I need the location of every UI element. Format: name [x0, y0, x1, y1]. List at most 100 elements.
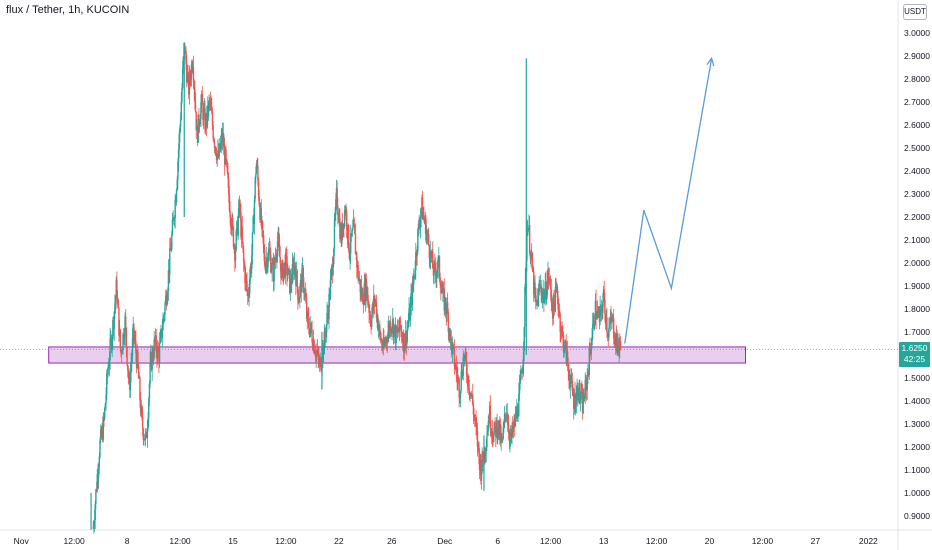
candle-body: [208, 100, 210, 103]
candle-body: [332, 264, 334, 276]
candle-body: [381, 340, 383, 347]
candle-body: [356, 253, 358, 268]
candle-body: [181, 68, 184, 89]
candle-body: [401, 337, 403, 340]
candle-body: [583, 398, 586, 401]
candle-body: [436, 268, 439, 273]
currency-selector[interactable]: USDT: [903, 4, 927, 20]
y-tick-label: 2.5000: [904, 143, 930, 153]
x-tick-label: 20: [705, 536, 715, 546]
y-tick-label: 2.0000: [904, 258, 930, 268]
candle-body: [447, 312, 450, 333]
y-tick-label: 1.5000: [904, 373, 930, 383]
candle-body: [222, 132, 225, 147]
candle-body: [413, 277, 415, 285]
candle-body: [497, 431, 499, 437]
candle-body: [403, 333, 405, 353]
candle-body: [120, 348, 122, 354]
candle-body: [139, 377, 141, 401]
candle-body: [611, 316, 614, 322]
candle-body: [619, 340, 622, 349]
candle-body: [603, 289, 605, 300]
candle-body: [242, 249, 245, 262]
candle-body: [134, 339, 136, 341]
candle-body: [468, 389, 471, 393]
candle-body: [260, 207, 262, 226]
candle-body: [137, 365, 140, 379]
candle-body: [114, 296, 117, 305]
candle-body: [427, 234, 430, 245]
candle-body: [596, 311, 599, 318]
candle-body: [400, 326, 402, 330]
candle-body: [173, 217, 176, 222]
candle-body: [417, 228, 419, 252]
candle-body: [351, 229, 353, 237]
candle-body: [273, 259, 275, 282]
candle-body: [144, 433, 147, 441]
candle-body: [591, 324, 594, 339]
candle-body: [142, 429, 145, 440]
candle-body: [486, 430, 489, 437]
candle-body: [618, 346, 620, 353]
x-tick-label: 22: [334, 536, 344, 546]
candle-body: [201, 93, 204, 105]
candle-body: [433, 263, 435, 276]
candle-body: [526, 230, 529, 233]
candle-body: [584, 379, 586, 399]
candle-body: [164, 303, 166, 315]
candle-body: [413, 275, 416, 278]
bar-countdown: 42:25: [903, 354, 926, 364]
candle-body: [556, 286, 559, 298]
candle-body: [588, 348, 590, 375]
candle-body: [163, 314, 166, 317]
candle-body: [524, 286, 526, 327]
candle-body: [175, 189, 178, 203]
candle-body: [453, 347, 456, 367]
candle-body: [467, 375, 470, 390]
candle-body: [122, 333, 124, 351]
candle-body: [423, 214, 425, 219]
candle-body: [149, 362, 151, 384]
y-tick-label: 2.1000: [904, 235, 930, 245]
y-tick-label: 3.0000: [904, 28, 930, 38]
y-tick-label: 1.0000: [904, 488, 930, 498]
candle-body: [484, 450, 487, 456]
candle-body: [339, 218, 341, 240]
candle-body: [460, 371, 462, 391]
candle-body: [170, 248, 172, 251]
candle-body: [256, 163, 258, 167]
candle-body: [180, 101, 182, 120]
candle-body: [235, 230, 237, 251]
candle-body: [526, 232, 528, 261]
candle-body: [137, 351, 139, 366]
candle-body: [286, 255, 288, 275]
candle-body: [247, 291, 249, 296]
candle-body: [212, 125, 214, 139]
x-tick-label: 12:00: [646, 536, 668, 546]
candle-body: [317, 350, 319, 357]
candle-body: [289, 278, 292, 293]
candle-body: [131, 355, 133, 365]
candle-body: [501, 438, 504, 441]
candle-body: [575, 405, 577, 410]
candle-body: [102, 417, 105, 440]
candle-body: [253, 198, 256, 225]
candle-body: [608, 324, 611, 328]
candle-body: [258, 196, 260, 206]
candle-body: [141, 416, 144, 430]
candle-body: [219, 143, 222, 151]
candle-body: [518, 393, 520, 417]
candle-body: [303, 287, 305, 292]
candle-body: [146, 428, 149, 439]
candle-body: [562, 331, 564, 336]
candle-body: [334, 214, 336, 221]
candle-body: [373, 296, 376, 303]
candle-body: [571, 380, 574, 392]
candle-body: [354, 234, 357, 255]
candle-body: [182, 56, 185, 69]
candle-body: [179, 127, 181, 134]
candle-body: [116, 279, 118, 301]
candle-body: [186, 73, 189, 83]
